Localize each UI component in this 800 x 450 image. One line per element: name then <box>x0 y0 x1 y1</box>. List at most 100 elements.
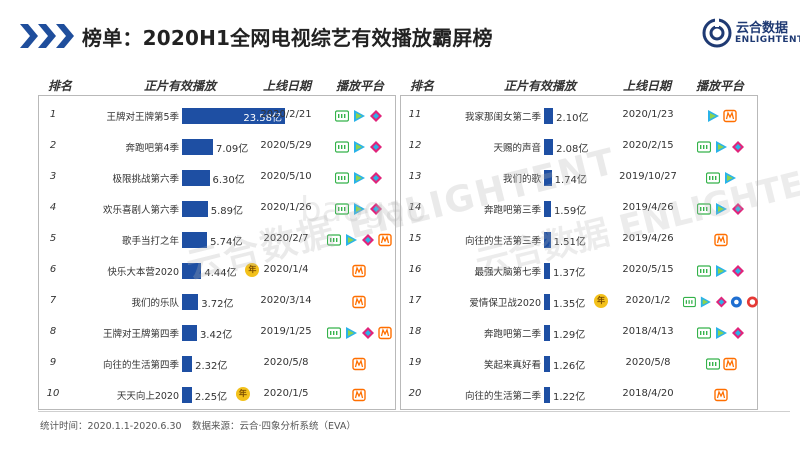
platform-icons <box>321 169 397 187</box>
rank-number: 17 <box>408 295 422 306</box>
tencent-video-icon <box>716 141 727 153</box>
launch-date: 2020/5/8 <box>625 357 671 368</box>
show-name: 快乐大本营2020 <box>107 267 179 278</box>
youku-icon <box>370 172 382 184</box>
table-row: 14 奔跑吧第三季 1.59亿 2019/4/26 <box>401 193 757 225</box>
platform-icons <box>683 386 759 404</box>
rank-number: 5 <box>49 233 57 244</box>
col-header-rank: 排名 <box>409 79 434 93</box>
launch-date: 2020/2/7 <box>263 233 309 244</box>
value-label: 1.26亿 <box>553 361 586 372</box>
platform-icons <box>321 138 397 156</box>
rank-number: 8 <box>49 326 57 337</box>
platform-icons <box>321 107 397 125</box>
other-platform-icon <box>747 296 759 308</box>
show-name: 奔跑吧第三季 <box>483 205 541 216</box>
mango-tv-icon <box>714 233 728 247</box>
platform-icons <box>683 324 759 342</box>
platform-icons <box>683 262 759 280</box>
table-row: 12 天赐的声音 2.08亿 2020/2/15 <box>401 131 757 163</box>
table-row: 18 奔跑吧第二季 1.29亿 2018/4/13 <box>401 317 757 349</box>
col-header-date: 上线日期 <box>622 79 671 93</box>
table-row: 9 向往的生活第四季 2.32亿 2020/5/8 <box>39 348 395 380</box>
table-row: 3 极限挑战第六季 6.30亿 2020/5/10 <box>39 162 395 194</box>
launch-date: 2019/4/26 <box>622 233 674 244</box>
platform-icons <box>321 262 397 280</box>
rank-number: 9 <box>49 357 57 368</box>
show-name: 我家那闺女第二季 <box>464 112 541 123</box>
launch-date: 2020/5/10 <box>260 171 312 182</box>
platform-icons <box>683 293 759 311</box>
table-row: 5 歌手当打之年 5.74亿 2020/2/7 <box>39 224 395 256</box>
show-name: 最强大脑第七季 <box>474 267 541 278</box>
table-row: 17 爱情保卫战2020 1.35亿年 2020/1/2 <box>401 286 759 318</box>
show-name: 向往的生活第四季 <box>102 360 179 371</box>
value-label: 2.08亿 <box>556 144 589 155</box>
iqiyi-icon <box>335 203 349 215</box>
value-label: 2.32亿 <box>195 361 228 372</box>
footer-source: 数据来源：云合·四象分析系统（EVA） <box>192 421 356 432</box>
youku-icon <box>732 265 744 277</box>
iqiyi-icon <box>697 141 711 153</box>
platform-icons <box>321 355 397 373</box>
value-bar <box>182 356 193 372</box>
table-row: 4 欢乐喜剧人第六季 5.89亿 2020/1/26 <box>39 193 395 225</box>
table-row: 8 王牌对王牌第四季 3.42亿 2019/1/25 <box>39 317 395 349</box>
youku-icon <box>370 203 382 215</box>
footer-period: 统计时间：2020.1.1-2020.6.30 <box>40 421 182 432</box>
show-name: 天赐的声音 <box>493 143 541 154</box>
value-bar <box>544 263 550 279</box>
rank-number: 3 <box>49 171 57 182</box>
table-row: 2 奔跑吧第4季 7.09亿 2020/5/29 <box>39 131 395 163</box>
launch-date: 2018/4/20 <box>622 388 674 399</box>
table-row: 10 天天向上2020 2.25亿年 2020/1/5 <box>39 379 395 411</box>
show-name: 欢乐喜剧人第六季 <box>102 205 179 216</box>
platform-icons <box>683 169 759 187</box>
launch-date: 2020/2/15 <box>622 140 674 151</box>
youku-icon <box>361 327 374 339</box>
tencent-video-icon <box>707 110 719 122</box>
rank-number: 7 <box>49 295 57 306</box>
launch-date: 2020/3/14 <box>260 295 312 306</box>
value-label: 5.74亿 <box>210 237 243 248</box>
iqiyi-icon <box>335 110 349 122</box>
value-bar <box>182 263 202 279</box>
iqiyi-icon <box>697 203 711 215</box>
page-title: 榜单：2020H1全网电视综艺有效播放霸屏榜 <box>82 26 493 50</box>
launch-date: 2020/1/2 <box>625 295 671 306</box>
show-name: 王牌对王牌第5季 <box>106 112 179 123</box>
table-row: 7 我们的乐队 3.72亿 2020/3/14 <box>39 286 395 318</box>
value-label: 2.10亿 <box>556 113 589 124</box>
youku-icon <box>732 327 744 339</box>
col-header-show: 正片有效播放 <box>143 79 216 93</box>
value-bar <box>544 232 551 248</box>
value-label: 1.22亿 <box>553 392 586 403</box>
iqiyi-icon <box>335 141 349 153</box>
value-bar <box>544 325 550 341</box>
iqiyi-icon <box>697 265 711 277</box>
col-header-rank: 排名 <box>47 79 72 93</box>
value-label: 1.37亿 <box>553 268 586 279</box>
iqiyi-icon <box>705 172 720 184</box>
launch-date: 2020/1/23 <box>622 109 674 120</box>
youku-icon <box>732 141 744 153</box>
col-header-platform: 播放平台 <box>695 79 744 93</box>
table-row: 6 快乐大本营2020 4.44亿年 2020/1/4 <box>39 255 395 287</box>
show-name: 奔跑吧第4季 <box>125 143 179 154</box>
show-name: 笑起来真好看 <box>483 360 541 371</box>
value-bar <box>182 139 213 155</box>
ranking-table-left: 1 王牌对王牌第5季 23.58亿 2020/2/21 2 奔跑吧第4季 7.09亿 2020… <box>38 95 396 410</box>
value-label: 2.25亿 <box>194 392 228 403</box>
platform-icons <box>683 200 759 218</box>
tencent-video-icon <box>345 234 357 246</box>
value-label: 1.51亿 <box>553 237 586 248</box>
launch-date: 2020/5/8 <box>263 357 309 368</box>
value-label: 6.30亿 <box>212 175 245 186</box>
mango-tv-icon <box>722 109 737 123</box>
tencent-video-icon <box>724 172 736 184</box>
tencent-video-icon <box>700 296 711 308</box>
footer-divider <box>38 411 790 412</box>
logo-text-en: ENLIGHTENT <box>735 35 800 45</box>
value-bar <box>182 387 192 403</box>
mango-tv-icon <box>714 388 728 402</box>
